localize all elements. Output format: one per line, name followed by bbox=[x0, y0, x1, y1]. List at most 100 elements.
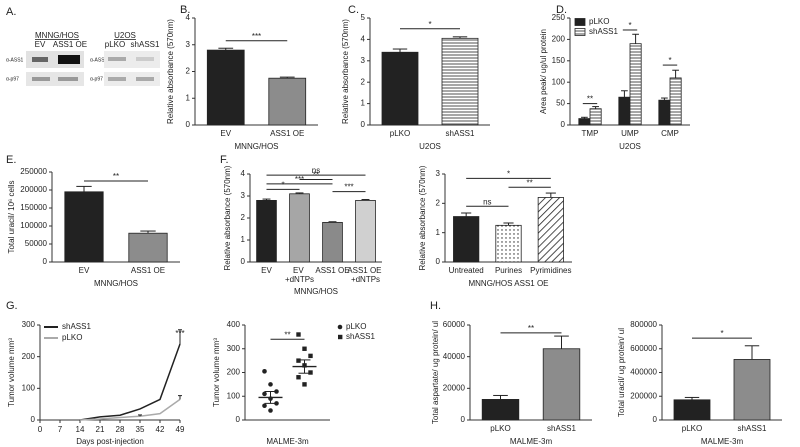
bar bbox=[128, 232, 168, 263]
x-tick-label: EV bbox=[79, 266, 90, 275]
bar bbox=[495, 224, 522, 263]
legend-swatch bbox=[574, 28, 586, 36]
y-tick-label: 200000 bbox=[20, 185, 47, 194]
panel-letter: C. bbox=[348, 4, 359, 16]
bar bbox=[289, 193, 310, 263]
blot-band bbox=[58, 77, 78, 81]
blot-strip bbox=[104, 51, 160, 68]
y-axis-label: Relative absorbance (570nm) bbox=[341, 19, 350, 124]
blot-band bbox=[136, 57, 154, 61]
x-tick-label: 28 bbox=[116, 425, 125, 434]
bar bbox=[453, 216, 480, 263]
x-axis-label: MALME-3m bbox=[510, 437, 553, 446]
y-tick-label: 100 bbox=[227, 391, 241, 400]
y-tick-label: 4 bbox=[241, 169, 246, 178]
y-tick-label: 2 bbox=[436, 198, 441, 207]
annotation: ** bbox=[113, 172, 119, 181]
chart: E. 0 50000 100000 150000 200000 250000 Total ur… bbox=[6, 154, 180, 288]
y-tick-label: 400000 bbox=[630, 368, 657, 377]
annotation: * bbox=[507, 170, 510, 179]
bar bbox=[322, 221, 343, 263]
bar bbox=[578, 118, 591, 126]
y-tick-label: 250000 bbox=[20, 167, 47, 176]
point bbox=[262, 403, 267, 409]
x-tick-label: shASS1 bbox=[738, 424, 767, 433]
bar bbox=[481, 399, 520, 421]
x-tick-label: ASS1 OE bbox=[131, 266, 165, 275]
lane-label: shASS1 bbox=[131, 40, 160, 49]
chart: D. 0 50 100 150 200 250 Area peak/ ug/ul protei… bbox=[539, 4, 690, 151]
annotation: *** bbox=[175, 329, 184, 338]
panel-letter: E. bbox=[6, 154, 16, 166]
row-label: α-ASS1 bbox=[90, 57, 108, 63]
bar bbox=[537, 197, 564, 263]
y-tick-label: 0 bbox=[43, 257, 48, 266]
blot-title: MNNG/HOS bbox=[35, 31, 79, 40]
y-tick-label: 200000 bbox=[630, 391, 657, 400]
panel-letter: F. bbox=[220, 154, 229, 166]
y-tick-label: 1 bbox=[361, 99, 366, 108]
y-tick-label: 40000 bbox=[443, 352, 466, 361]
line bbox=[79, 343, 181, 421]
row-label: α-p97 bbox=[6, 76, 19, 82]
point bbox=[308, 370, 313, 375]
y-tick-label: 3 bbox=[241, 191, 246, 200]
y-tick-label: 0 bbox=[436, 257, 441, 266]
bar bbox=[542, 348, 581, 421]
x-tick-label: EV +dNTPs bbox=[285, 266, 314, 284]
x-axis-label: MNNG/HOS bbox=[235, 142, 279, 151]
bar bbox=[629, 43, 642, 126]
line bbox=[79, 398, 181, 421]
y-tick-label: 5 bbox=[361, 13, 366, 22]
point bbox=[308, 353, 313, 359]
label-line: ASS1 OE bbox=[347, 266, 383, 275]
x-axis-label: U2OS bbox=[419, 142, 441, 151]
y-tick-label: 1 bbox=[241, 235, 246, 244]
annotation: ** bbox=[284, 330, 290, 339]
y-tick-label: 0 bbox=[653, 415, 658, 424]
x-axis-label: U2OS bbox=[619, 142, 641, 151]
panel-letter: B. bbox=[180, 4, 190, 16]
x-axis-label: MALME-3m bbox=[701, 437, 744, 446]
bar bbox=[589, 108, 602, 126]
y-tick-label: 0 bbox=[361, 120, 366, 129]
y-tick-label: 250 bbox=[552, 13, 566, 22]
annotation: *** bbox=[344, 183, 353, 192]
y-tick-label: 100 bbox=[22, 383, 36, 392]
point bbox=[262, 391, 267, 397]
label-line: +dNTPs bbox=[351, 275, 380, 284]
annotation: ns bbox=[483, 197, 491, 206]
x-axis-label: MNNG/HOS bbox=[94, 279, 138, 288]
legend-label: shASS1 bbox=[589, 27, 618, 36]
panel-letter: D. bbox=[556, 4, 567, 16]
x-tick-label: pLKO bbox=[390, 129, 410, 138]
x-tick-label: 14 bbox=[76, 425, 85, 434]
y-tick-label: 3 bbox=[361, 56, 366, 65]
x-tick-label: 35 bbox=[136, 425, 145, 434]
annotation: * bbox=[281, 181, 284, 190]
y-axis-label: Relative absorbance (570nm) bbox=[223, 165, 232, 270]
x-axis-label: MNNG/HOS bbox=[294, 287, 338, 296]
point bbox=[302, 346, 307, 351]
x-tick-label: EV bbox=[261, 266, 272, 275]
bar bbox=[355, 199, 376, 263]
x-tick-label: ASS1 OE bbox=[315, 266, 349, 275]
x-tick-label: UMP bbox=[621, 129, 639, 138]
chart: 0 200000 400000 600000 800000 Total uracil/ u… bbox=[617, 320, 782, 446]
x-axis-label: MNNG/HOS ASS1 OE bbox=[468, 279, 548, 288]
x-tick-label: 42 bbox=[156, 425, 165, 434]
y-tick-label: 200 bbox=[552, 35, 566, 44]
y-tick-label: 20000 bbox=[443, 383, 466, 392]
blot-band bbox=[32, 57, 48, 62]
bar bbox=[64, 191, 104, 263]
x-tick-label: TMP bbox=[582, 129, 599, 138]
bar bbox=[658, 99, 671, 126]
row-label: α-ASS1 bbox=[6, 57, 24, 63]
y-tick-label: 100 bbox=[552, 77, 566, 86]
x-tick-label: ASS1 OE +dNTPs bbox=[347, 266, 383, 284]
panel-letter: G. bbox=[6, 300, 18, 312]
blot-strip bbox=[26, 72, 84, 86]
point bbox=[262, 369, 267, 374]
bar bbox=[733, 359, 771, 421]
